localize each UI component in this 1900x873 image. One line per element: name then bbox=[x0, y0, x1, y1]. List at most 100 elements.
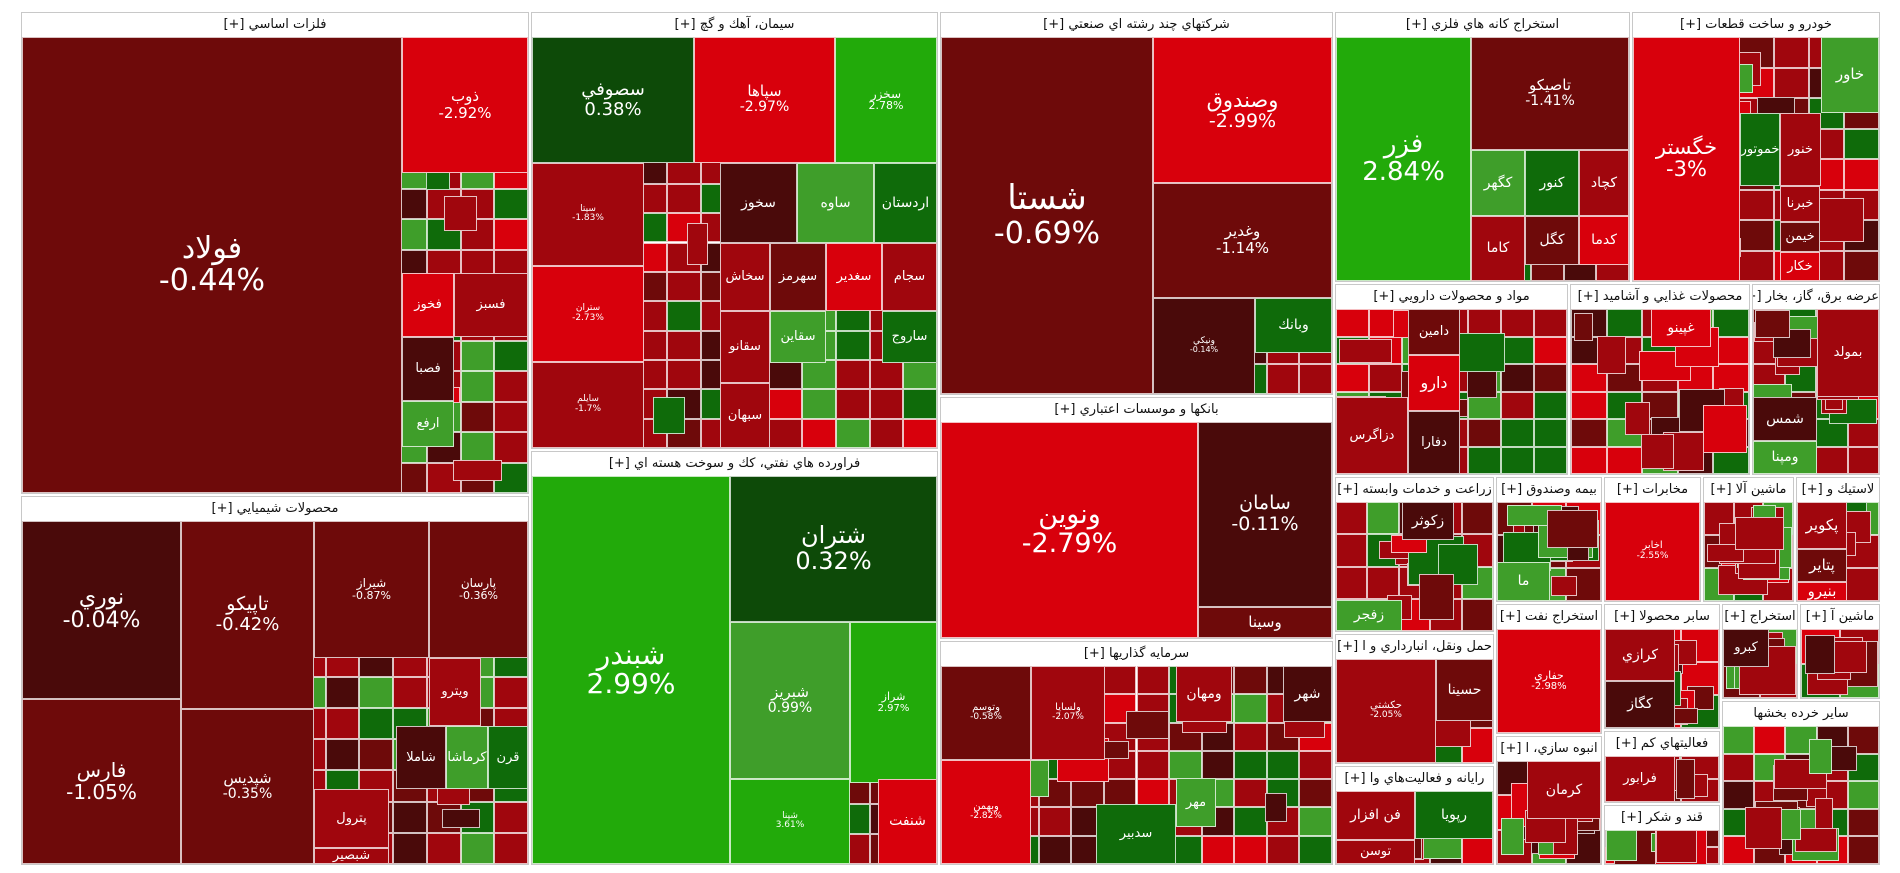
minor-stock-tile[interactable] bbox=[1299, 364, 1332, 394]
sector-header[interactable]: مخابرات [+] bbox=[1605, 478, 1700, 502]
stock-tile[interactable]: سغدير bbox=[826, 243, 882, 311]
minor-stock-tile[interactable] bbox=[1461, 598, 1493, 631]
minor-stock-tile[interactable] bbox=[1534, 391, 1567, 419]
minor-stock-tile[interactable] bbox=[869, 389, 904, 419]
sector-header[interactable]: لاستيك و [+] bbox=[1797, 478, 1879, 502]
minor-stock-tile[interactable] bbox=[1704, 502, 1734, 535]
minor-stock-tile[interactable] bbox=[1234, 779, 1267, 808]
stock-tile[interactable]: سامان -0.11% bbox=[1198, 422, 1332, 607]
minor-stock-tile[interactable] bbox=[1501, 336, 1534, 364]
sector-header[interactable]: محصولات شيميايي [+] bbox=[22, 497, 528, 521]
sector-header[interactable]: ماشين آ [+] bbox=[1801, 605, 1879, 629]
minor-stock-tile[interactable] bbox=[1534, 419, 1567, 447]
stock-tile[interactable]: توسن bbox=[1336, 840, 1415, 864]
minor-stock-tile[interactable] bbox=[1735, 517, 1784, 550]
sector-header[interactable]: خودرو و ساخت قطعات [+] bbox=[1633, 13, 1879, 37]
minor-stock-tile[interactable] bbox=[494, 401, 528, 433]
minor-stock-tile[interactable] bbox=[667, 359, 701, 390]
stock-tile[interactable]: شهر bbox=[1283, 666, 1332, 722]
stock-tile[interactable]: نوري -0.04% bbox=[22, 521, 181, 699]
minor-stock-tile[interactable] bbox=[1745, 807, 1782, 849]
stock-tile[interactable]: فسبز bbox=[454, 273, 528, 337]
sector-header[interactable]: رايانه و فعاليت‌هاي وا [+] bbox=[1336, 767, 1493, 791]
minor-stock-tile[interactable] bbox=[393, 801, 427, 833]
minor-stock-tile[interactable] bbox=[1713, 309, 1749, 337]
minor-stock-tile[interactable] bbox=[1571, 419, 1607, 447]
minor-stock-tile[interactable] bbox=[1534, 336, 1567, 364]
minor-stock-tile[interactable] bbox=[802, 389, 836, 419]
stock-tile[interactable]: سخزر 2.78% bbox=[835, 37, 937, 163]
minor-stock-tile[interactable] bbox=[1336, 566, 1368, 599]
minor-stock-tile[interactable] bbox=[1467, 367, 1497, 398]
minor-stock-tile[interactable] bbox=[1136, 750, 1170, 780]
minor-stock-tile[interactable] bbox=[494, 432, 528, 463]
minor-stock-tile[interactable] bbox=[1103, 666, 1137, 695]
sector-header[interactable]: حمل ونقل، انبارداري و ا [+] bbox=[1336, 635, 1493, 659]
stock-tile[interactable]: پكوير bbox=[1797, 502, 1847, 549]
stock-tile[interactable]: دزاگرس bbox=[1336, 397, 1408, 474]
stock-tile[interactable]: فن افزار bbox=[1336, 791, 1415, 840]
minor-stock-tile[interactable] bbox=[1843, 128, 1879, 159]
stock-tile[interactable]: پترول bbox=[314, 789, 389, 848]
minor-stock-tile[interactable] bbox=[835, 359, 870, 390]
stock-tile[interactable]: شمس bbox=[1753, 397, 1817, 441]
stock-tile[interactable]: دفارا bbox=[1408, 411, 1460, 474]
minor-stock-tile[interactable] bbox=[460, 401, 495, 433]
minor-stock-tile[interactable] bbox=[835, 389, 870, 419]
stock-tile[interactable]: كدما bbox=[1579, 216, 1629, 265]
stock-tile[interactable]: كرماشا bbox=[446, 726, 488, 789]
minor-stock-tile[interactable] bbox=[1606, 830, 1637, 861]
stock-tile[interactable]: حسينا bbox=[1436, 659, 1493, 721]
minor-stock-tile[interactable] bbox=[1103, 779, 1137, 808]
minor-stock-tile[interactable] bbox=[1676, 759, 1695, 799]
minor-stock-tile[interactable] bbox=[1234, 750, 1267, 780]
sector-header[interactable]: استخراج [+] bbox=[1723, 605, 1797, 629]
minor-stock-tile[interactable] bbox=[1501, 364, 1534, 392]
stock-tile[interactable]: اردستان bbox=[874, 163, 937, 243]
stock-tile[interactable]: خيمن bbox=[1780, 222, 1820, 252]
minor-stock-tile[interactable] bbox=[1754, 726, 1786, 754]
minor-stock-tile[interactable] bbox=[1574, 313, 1593, 341]
minor-stock-tile[interactable] bbox=[1571, 446, 1607, 474]
stock-tile[interactable]: سپاها -2.97% bbox=[694, 37, 835, 163]
stock-tile[interactable]: كرمان bbox=[1527, 761, 1601, 819]
minor-stock-tile[interactable] bbox=[494, 189, 528, 220]
minor-stock-tile[interactable] bbox=[1847, 836, 1879, 864]
minor-stock-tile[interactable] bbox=[1843, 250, 1879, 281]
minor-stock-tile[interactable] bbox=[1126, 711, 1169, 739]
minor-stock-tile[interactable] bbox=[1656, 830, 1697, 863]
minor-stock-tile[interactable] bbox=[667, 183, 701, 214]
sector-header[interactable]: فعاليتهاي كم [+] bbox=[1605, 732, 1719, 756]
minor-stock-tile[interactable] bbox=[1501, 309, 1534, 337]
stock-tile[interactable]: كرازي bbox=[1605, 629, 1675, 681]
minor-stock-tile[interactable] bbox=[1501, 818, 1524, 855]
minor-stock-tile[interactable] bbox=[1234, 722, 1267, 751]
minor-stock-tile[interactable] bbox=[1738, 189, 1774, 220]
stock-tile[interactable]: غپينو bbox=[1651, 309, 1711, 347]
stock-tile[interactable]: ويترو bbox=[429, 658, 481, 726]
stock-tile[interactable]: شيراز -0.87% bbox=[314, 521, 429, 658]
stock-tile[interactable]: سبهان bbox=[720, 383, 770, 448]
stock-tile[interactable]: خكار bbox=[1780, 252, 1820, 281]
minor-stock-tile[interactable] bbox=[359, 739, 394, 771]
minor-stock-tile[interactable] bbox=[453, 460, 502, 481]
stock-tile[interactable]: قرن bbox=[488, 726, 528, 789]
sector-header[interactable]: سابر محصولا [+] bbox=[1605, 605, 1719, 629]
minor-stock-tile[interactable] bbox=[1038, 807, 1072, 836]
stock-tile[interactable]: سقانو bbox=[720, 311, 770, 383]
stock-tile[interactable]: وغدير -1.14% bbox=[1153, 183, 1332, 298]
minor-stock-tile[interactable] bbox=[903, 359, 937, 390]
minor-stock-tile[interactable] bbox=[494, 371, 528, 402]
stock-tile[interactable]: ساروج bbox=[882, 311, 937, 363]
minor-stock-tile[interactable] bbox=[1571, 391, 1607, 419]
stock-tile[interactable]: سدبير bbox=[1096, 804, 1176, 864]
minor-stock-tile[interactable] bbox=[1847, 726, 1879, 754]
minor-stock-tile[interactable] bbox=[1234, 807, 1267, 836]
stock-tile[interactable]: خاور bbox=[1821, 37, 1879, 113]
stock-tile[interactable]: اخابر -2.55% bbox=[1605, 502, 1700, 601]
stock-tile[interactable]: وبهمن -2.82% bbox=[941, 760, 1031, 864]
minor-stock-tile[interactable] bbox=[1367, 502, 1399, 535]
stock-tile[interactable]: كگل bbox=[1525, 216, 1579, 265]
minor-stock-tile[interactable] bbox=[393, 832, 427, 864]
stock-tile[interactable]: وسينا bbox=[1198, 607, 1332, 638]
